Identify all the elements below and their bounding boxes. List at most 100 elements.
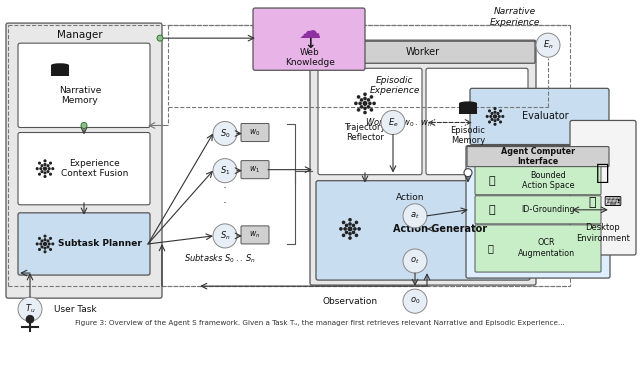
Ellipse shape bbox=[459, 101, 477, 105]
Text: OCR
Augmentation: OCR Augmentation bbox=[517, 238, 575, 257]
Circle shape bbox=[47, 170, 49, 173]
Circle shape bbox=[40, 164, 44, 167]
Text: Observation: Observation bbox=[323, 297, 378, 306]
Circle shape bbox=[51, 167, 54, 170]
Circle shape bbox=[403, 249, 427, 273]
Text: $S_0$: $S_0$ bbox=[220, 127, 230, 140]
Circle shape bbox=[348, 222, 352, 226]
Circle shape bbox=[355, 221, 358, 224]
Ellipse shape bbox=[51, 70, 69, 74]
FancyBboxPatch shape bbox=[310, 40, 536, 285]
Text: 🔒: 🔒 bbox=[489, 176, 495, 186]
FancyBboxPatch shape bbox=[475, 196, 601, 224]
Text: $S_n$: $S_n$ bbox=[220, 230, 230, 242]
Text: 🖥: 🖥 bbox=[596, 162, 610, 183]
Circle shape bbox=[464, 169, 472, 177]
Ellipse shape bbox=[51, 63, 69, 67]
Circle shape bbox=[493, 114, 497, 119]
Circle shape bbox=[356, 108, 360, 112]
Text: Action: Action bbox=[396, 193, 424, 202]
Circle shape bbox=[38, 248, 41, 251]
Circle shape bbox=[44, 250, 47, 253]
Circle shape bbox=[488, 121, 491, 124]
Circle shape bbox=[363, 111, 367, 114]
Text: Workers $w_0\,.\, w_n$: Workers $w_0\,.\, w_n$ bbox=[365, 116, 433, 129]
Circle shape bbox=[370, 95, 373, 99]
Circle shape bbox=[342, 233, 346, 237]
Circle shape bbox=[493, 111, 497, 114]
FancyBboxPatch shape bbox=[241, 124, 269, 142]
FancyBboxPatch shape bbox=[426, 68, 528, 175]
FancyBboxPatch shape bbox=[316, 181, 530, 280]
Circle shape bbox=[497, 112, 500, 115]
Circle shape bbox=[39, 167, 42, 170]
Circle shape bbox=[489, 115, 492, 118]
Circle shape bbox=[26, 315, 34, 323]
FancyBboxPatch shape bbox=[466, 145, 610, 278]
Circle shape bbox=[493, 119, 497, 122]
Circle shape bbox=[348, 232, 352, 236]
Text: ☁: ☁ bbox=[299, 22, 321, 42]
Circle shape bbox=[501, 115, 504, 118]
Circle shape bbox=[488, 109, 491, 112]
Text: ↓: ↓ bbox=[304, 37, 316, 51]
FancyBboxPatch shape bbox=[318, 68, 422, 175]
Ellipse shape bbox=[459, 108, 477, 112]
Circle shape bbox=[490, 118, 493, 121]
Circle shape bbox=[493, 107, 497, 110]
Circle shape bbox=[353, 227, 356, 231]
Bar bbox=[459, 107, 477, 111]
Circle shape bbox=[44, 159, 47, 162]
Circle shape bbox=[213, 224, 237, 248]
Circle shape bbox=[38, 237, 41, 240]
Circle shape bbox=[490, 112, 493, 115]
Circle shape bbox=[486, 115, 489, 118]
Circle shape bbox=[44, 238, 47, 241]
Circle shape bbox=[44, 247, 47, 250]
Circle shape bbox=[348, 236, 352, 240]
Circle shape bbox=[49, 248, 52, 251]
Text: Subtask Planner: Subtask Planner bbox=[58, 239, 142, 249]
Text: $E_e$: $E_e$ bbox=[388, 116, 398, 129]
Text: $w_n$: $w_n$ bbox=[250, 230, 260, 240]
Circle shape bbox=[47, 167, 51, 170]
Text: Episodic
Experience: Episodic Experience bbox=[370, 76, 420, 95]
Circle shape bbox=[355, 233, 358, 237]
Bar bbox=[459, 104, 477, 108]
FancyBboxPatch shape bbox=[18, 132, 150, 205]
Circle shape bbox=[44, 163, 47, 166]
Text: 🖱: 🖱 bbox=[588, 196, 596, 209]
Bar bbox=[51, 65, 69, 69]
Circle shape bbox=[497, 118, 500, 121]
Circle shape bbox=[47, 242, 51, 246]
Circle shape bbox=[357, 227, 361, 231]
Text: Worker: Worker bbox=[406, 47, 440, 57]
FancyBboxPatch shape bbox=[18, 43, 150, 128]
Text: 👁: 👁 bbox=[487, 243, 493, 253]
Text: $w_1$: $w_1$ bbox=[250, 164, 260, 175]
Circle shape bbox=[43, 242, 47, 246]
Text: ID-Grounding: ID-Grounding bbox=[521, 205, 575, 214]
Circle shape bbox=[49, 173, 52, 176]
FancyBboxPatch shape bbox=[241, 161, 269, 179]
Text: Bounded
Action Space: Bounded Action Space bbox=[522, 171, 574, 190]
Circle shape bbox=[368, 102, 372, 105]
Circle shape bbox=[47, 164, 49, 167]
Circle shape bbox=[360, 105, 364, 109]
Text: Subtasks $S_0\,..\,S_n$: Subtasks $S_0\,..\,S_n$ bbox=[184, 253, 256, 265]
FancyBboxPatch shape bbox=[253, 8, 365, 70]
Circle shape bbox=[403, 204, 427, 228]
FancyBboxPatch shape bbox=[475, 225, 601, 272]
Ellipse shape bbox=[459, 105, 477, 109]
Text: Desktop
Environment: Desktop Environment bbox=[576, 223, 630, 243]
Text: Figure 3: Overview of the Agent S framework. Given a Task Tᵤ, the manager first : Figure 3: Overview of the Agent S framew… bbox=[75, 320, 565, 326]
FancyBboxPatch shape bbox=[475, 167, 601, 195]
Ellipse shape bbox=[51, 67, 69, 71]
FancyBboxPatch shape bbox=[470, 88, 609, 145]
Circle shape bbox=[354, 102, 358, 105]
Text: Action Generator: Action Generator bbox=[393, 224, 487, 234]
Text: $a_t$: $a_t$ bbox=[410, 211, 420, 221]
Circle shape bbox=[36, 167, 39, 170]
Circle shape bbox=[381, 111, 405, 135]
Text: Experience
Context Fusion: Experience Context Fusion bbox=[61, 159, 129, 178]
